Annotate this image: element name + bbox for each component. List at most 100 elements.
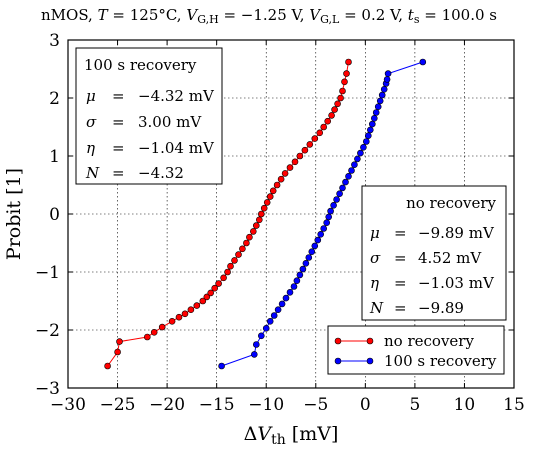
data-point-no-recovery bbox=[116, 338, 123, 345]
data-point-100-s-recovery bbox=[374, 103, 382, 110]
stats-value-sigma: 4.52 mV bbox=[418, 249, 482, 267]
data-point-100-s-recovery bbox=[325, 213, 333, 221]
data-point-no-recovery bbox=[341, 78, 348, 86]
stats-equals: = bbox=[394, 224, 407, 242]
data-point-no-recovery bbox=[215, 280, 222, 287]
x-tick-label: −10 bbox=[248, 395, 284, 415]
data-point-no-recovery bbox=[211, 284, 218, 292]
data-point-no-recovery bbox=[114, 348, 121, 356]
data-point-no-recovery bbox=[324, 117, 332, 125]
data-point-100-s-recovery bbox=[339, 184, 346, 192]
data-point-no-recovery bbox=[260, 204, 268, 212]
data-point-no-recovery bbox=[281, 170, 289, 177]
data-point-100-s-recovery bbox=[357, 149, 364, 157]
legend-label-no-recovery: no recovery bbox=[384, 332, 474, 350]
data-point-no-recovery bbox=[227, 262, 234, 270]
stats-box-recovery: 100 s recovery μ = −4.32 mV σ = 3.00 mV … bbox=[75, 47, 223, 185]
data-point-no-recovery bbox=[269, 187, 277, 195]
series-100-s-recovery bbox=[218, 58, 427, 370]
data-point-no-recovery bbox=[239, 245, 246, 253]
data-point-100-s-recovery bbox=[299, 265, 307, 273]
data-point-100-s-recovery bbox=[345, 173, 352, 180]
y-tick-label: −3 bbox=[35, 379, 60, 399]
data-point-no-recovery bbox=[144, 333, 151, 341]
data-point-100-s-recovery bbox=[360, 144, 367, 151]
data-point-100-s-recovery bbox=[218, 362, 225, 370]
data-point-100-s-recovery bbox=[320, 225, 328, 232]
x-tick-label: 5 bbox=[409, 395, 420, 415]
stats-equals: = bbox=[112, 139, 125, 157]
data-point-no-recovery bbox=[193, 302, 201, 309]
stats-value-n: −4.32 bbox=[138, 164, 184, 182]
stats-value-sigma: 3.00 mV bbox=[138, 113, 202, 131]
stats-symbol-n: N bbox=[85, 164, 100, 182]
data-point-no-recovery bbox=[224, 268, 231, 276]
legend-marker-no-recovery bbox=[366, 337, 374, 345]
data-point-no-recovery bbox=[181, 310, 189, 318]
stats-box-heading: no recovery bbox=[406, 194, 496, 212]
data-point-no-recovery bbox=[231, 257, 238, 264]
data-point-100-s-recovery bbox=[372, 109, 380, 116]
data-point-no-recovery bbox=[301, 146, 309, 154]
stats-equals: = bbox=[112, 113, 125, 131]
data-point-100-s-recovery bbox=[278, 300, 286, 308]
data-point-100-s-recovery bbox=[323, 219, 331, 226]
data-point-100-s-recovery bbox=[251, 351, 258, 358]
data-point-no-recovery bbox=[339, 87, 346, 95]
x-tick-label: −5 bbox=[303, 395, 328, 415]
data-point-no-recovery bbox=[263, 199, 271, 206]
stats-symbol-mu: μ bbox=[370, 224, 380, 242]
x-tick-label: 15 bbox=[503, 395, 525, 415]
data-point-100-s-recovery bbox=[330, 202, 337, 209]
stats-equals: = bbox=[394, 274, 407, 292]
data-point-no-recovery bbox=[250, 228, 257, 235]
data-point-100-s-recovery bbox=[308, 248, 316, 255]
data-point-100-s-recovery bbox=[282, 294, 290, 302]
x-tick-label: 10 bbox=[454, 395, 476, 415]
stats-value-mu: −4.32 mV bbox=[138, 87, 215, 105]
data-point-100-s-recovery bbox=[333, 196, 340, 203]
x-axis-label: ΔVth [mV] bbox=[244, 423, 339, 448]
data-point-no-recovery bbox=[235, 251, 242, 258]
y-axis-label: Probit [1] bbox=[3, 168, 25, 260]
data-point-100-s-recovery bbox=[368, 120, 376, 128]
data-point-100-s-recovery bbox=[366, 126, 374, 134]
data-point-no-recovery bbox=[252, 222, 260, 229]
stats-symbol-mu: μ bbox=[86, 87, 96, 105]
data-point-no-recovery bbox=[255, 216, 263, 224]
data-point-no-recovery bbox=[296, 152, 304, 160]
y-tick-label: −2 bbox=[35, 321, 60, 341]
chart-title: nMOS, T = 125°C, VG,H = −1.25 V, VG,L = … bbox=[41, 6, 497, 26]
data-point-100-s-recovery bbox=[336, 190, 343, 197]
data-point-no-recovery bbox=[266, 193, 274, 200]
data-point-no-recovery bbox=[343, 70, 350, 77]
data-point-100-s-recovery bbox=[293, 277, 301, 285]
data-point-no-recovery bbox=[334, 100, 341, 108]
y-tick-label: 1 bbox=[49, 147, 60, 167]
data-point-no-recovery bbox=[207, 289, 214, 297]
data-point-no-recovery bbox=[345, 58, 352, 66]
data-point-100-s-recovery bbox=[252, 341, 260, 348]
data-point-100-s-recovery bbox=[380, 86, 388, 93]
y-tick-label: −1 bbox=[35, 263, 60, 283]
data-point-100-s-recovery bbox=[305, 254, 313, 261]
data-point-100-s-recovery bbox=[290, 283, 298, 290]
legend-marker-no-recovery bbox=[334, 337, 342, 345]
legend-marker-recovery bbox=[366, 357, 374, 365]
data-point-100-s-recovery bbox=[317, 231, 325, 238]
data-point-100-s-recovery bbox=[262, 324, 270, 332]
data-point-100-s-recovery bbox=[419, 58, 427, 66]
legend-label-recovery: 100 s recovery bbox=[384, 352, 497, 370]
data-point-100-s-recovery bbox=[342, 178, 349, 186]
data-point-100-s-recovery bbox=[384, 70, 392, 77]
x-tick-label: −25 bbox=[100, 395, 136, 415]
y-tick-label: 0 bbox=[49, 205, 60, 225]
data-point-no-recovery bbox=[220, 274, 227, 282]
x-tick-label: −15 bbox=[199, 395, 235, 415]
data-point-no-recovery bbox=[337, 94, 344, 102]
data-point-no-recovery bbox=[316, 129, 324, 137]
stats-symbol-eta: η bbox=[370, 274, 379, 292]
data-point-no-recovery bbox=[187, 306, 195, 314]
data-point-100-s-recovery bbox=[257, 332, 265, 340]
